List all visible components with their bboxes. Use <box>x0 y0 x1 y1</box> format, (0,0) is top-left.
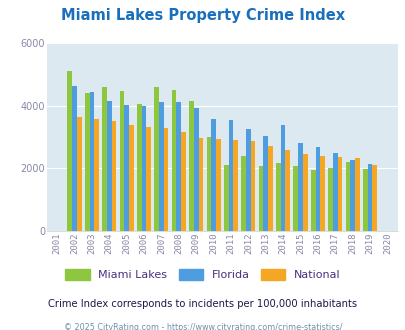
Bar <box>90 92 94 231</box>
Bar <box>337 157 341 231</box>
Bar <box>345 162 350 231</box>
Bar <box>206 137 211 231</box>
Bar <box>111 121 116 231</box>
Legend: Miami Lakes, Florida, National: Miami Lakes, Florida, National <box>60 265 345 284</box>
Text: © 2025 CityRating.com - https://www.cityrating.com/crime-statistics/: © 2025 CityRating.com - https://www.city… <box>64 323 341 330</box>
Bar <box>136 104 141 231</box>
Bar <box>367 164 371 231</box>
Bar <box>129 125 133 231</box>
Bar <box>77 117 81 231</box>
Bar <box>198 138 203 231</box>
Bar <box>124 105 129 231</box>
Bar <box>297 143 302 231</box>
Bar <box>354 158 359 231</box>
Bar <box>171 90 176 231</box>
Bar <box>211 119 215 231</box>
Bar <box>119 91 124 231</box>
Bar <box>320 156 324 231</box>
Bar <box>371 165 376 231</box>
Bar <box>332 153 337 231</box>
Bar <box>258 166 263 231</box>
Bar <box>146 127 151 231</box>
Bar <box>193 108 198 231</box>
Bar <box>176 102 181 231</box>
Bar <box>250 141 255 231</box>
Bar <box>67 71 72 231</box>
Bar <box>293 166 297 231</box>
Bar <box>154 87 159 231</box>
Bar <box>280 125 285 231</box>
Bar <box>362 169 367 231</box>
Bar <box>327 168 332 231</box>
Bar <box>310 171 315 231</box>
Bar <box>94 119 99 231</box>
Bar <box>267 147 272 231</box>
Bar <box>315 147 320 231</box>
Bar <box>275 163 280 231</box>
Bar <box>224 165 228 231</box>
Bar <box>350 160 354 231</box>
Bar <box>102 87 107 231</box>
Bar <box>285 150 290 231</box>
Bar <box>302 153 307 231</box>
Bar <box>215 139 220 231</box>
Bar <box>159 102 163 231</box>
Bar <box>72 86 77 231</box>
Text: Crime Index corresponds to incidents per 100,000 inhabitants: Crime Index corresponds to incidents per… <box>48 299 357 309</box>
Bar <box>163 128 168 231</box>
Bar <box>141 106 146 231</box>
Bar <box>189 101 193 231</box>
Bar <box>233 140 237 231</box>
Bar <box>181 132 185 231</box>
Bar <box>107 101 111 231</box>
Text: Miami Lakes Property Crime Index: Miami Lakes Property Crime Index <box>61 8 344 23</box>
Bar <box>263 136 267 231</box>
Bar <box>245 129 250 231</box>
Bar <box>85 93 90 231</box>
Bar <box>228 120 233 231</box>
Bar <box>241 156 245 231</box>
